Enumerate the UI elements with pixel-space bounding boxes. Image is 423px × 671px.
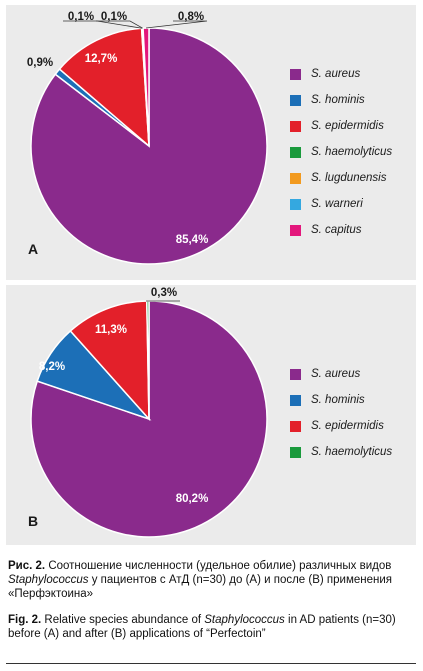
panel-label-b: B <box>28 513 39 529</box>
pie-chart-a: 85,4% 0,9% 12,7% 0,1% 0,1% 0,8% <box>27 11 268 265</box>
chart-panel-b: 80,2% 8,2% 11,3% 0,3% B S. aureus S. hominis… <box>6 285 416 545</box>
legend-label: S. hominis <box>311 394 365 406</box>
legend-swatch <box>290 420 301 432</box>
slice-label-s-aureus: 85,4% <box>176 234 209 246</box>
legend-swatch <box>290 224 301 236</box>
caption-ru-text-1: Соотношение численности (удельное обилие… <box>45 560 392 572</box>
leader-line-s-capitus <box>145 20 208 29</box>
legend-label: S. haemolyticus <box>311 446 393 458</box>
legend-item-s-haemolyticus: S. haemolyticus <box>290 139 392 165</box>
slice-label-s-epidermidis: 11,3% <box>95 324 127 336</box>
caption-en-prefix: Fig. 2. <box>8 614 42 626</box>
legend-swatch <box>290 446 301 458</box>
legend-label: S. aureus <box>311 68 361 80</box>
pie-slice-s-epidermidis <box>69 300 150 422</box>
slice-label-s-hominis: 0,9% <box>27 57 53 69</box>
slice-label-s-capitus: 0,8% <box>178 11 204 23</box>
legend-swatch <box>290 368 301 380</box>
caption-english: Fig. 2. Relative species abundance of St… <box>8 613 418 641</box>
legend-label: S. warneri <box>311 198 363 210</box>
leader-line-s-lugdunensis <box>96 20 143 29</box>
legend-item-s-lugdunensis: S. lugdunensis <box>290 165 392 191</box>
pie-slice-s-epidermidis <box>58 27 150 148</box>
legend-swatch <box>290 68 301 80</box>
legend-swatch <box>290 94 301 106</box>
slice-label-s-aureus: 80,2% <box>176 493 209 505</box>
legend-item-s-hominis: S. hominis <box>290 87 392 113</box>
caption-en-italic: Staphylococcus <box>204 614 285 626</box>
legend-item-s-warneri: S. warneri <box>290 191 392 217</box>
legend-a: S. aureus S. hominis S. epidermidis S. haem… <box>290 61 392 243</box>
legend-label: S. aureus <box>311 368 361 380</box>
legend-b: S. aureus S. hominis S. epidermidis S. haem… <box>290 361 392 465</box>
caption-ru-prefix: Рис. 2. <box>8 560 46 572</box>
legend-item-s-aureus: S. aureus <box>290 361 392 387</box>
panel-label-a: A <box>28 241 39 257</box>
legend-swatch <box>290 198 301 210</box>
caption-en-text-2: in AD patients (n=30) before (A) and aft… <box>8 614 396 640</box>
legend-label: S. hominis <box>311 94 365 106</box>
caption-ru-italic: Staphylococcus <box>8 574 89 586</box>
caption-en-text-1: Relative species abundance of <box>41 614 205 626</box>
legend-swatch <box>290 394 301 406</box>
legend-item-s-epidermidis: S. epidermidis <box>290 113 392 139</box>
slice-label-s-haemolyticus: 0,3% <box>151 287 177 299</box>
pie-chart-b: 80,2% 8,2% 11,3% 0,3% <box>30 287 268 538</box>
legend-label: S. epidermidis <box>311 420 384 432</box>
legend-item-s-capitus: S. capitus <box>290 217 392 243</box>
legend-swatch <box>290 120 301 132</box>
legend-item-s-aureus: S. aureus <box>290 61 392 87</box>
legend-item-s-hominis: S. hominis <box>290 387 392 413</box>
legend-label: S. capitus <box>311 224 362 236</box>
legend-item-s-haemolyticus: S. haemolyticus <box>290 439 392 465</box>
legend-swatch <box>290 146 301 158</box>
slice-label-s-haemolyticus: 0,1% <box>68 11 94 23</box>
slice-label-s-hominis: 8,2% <box>39 361 65 373</box>
legend-item-s-epidermidis: S. epidermidis <box>290 413 392 439</box>
legend-label: S. epidermidis <box>311 120 384 132</box>
legend-label: S. haemolyticus <box>311 146 393 158</box>
slice-label-s-lugdunensis: 0,1% <box>101 11 127 23</box>
chart-panel-a: 85,4% 0,9% 12,7% 0,1% 0,1% 0,8% A S. aureus S.… <box>6 5 416 280</box>
caption-russian: Рис. 2. Соотношение численности (удельно… <box>8 559 418 601</box>
legend-label: S. lugdunensis <box>311 172 387 184</box>
slice-label-s-epidermidis: 12,7% <box>85 53 118 65</box>
caption-ru-text-2: у пациентов с АтД (n=30) до (A) и после … <box>8 574 393 600</box>
legend-swatch <box>290 172 301 184</box>
bottom-rule <box>6 663 416 664</box>
